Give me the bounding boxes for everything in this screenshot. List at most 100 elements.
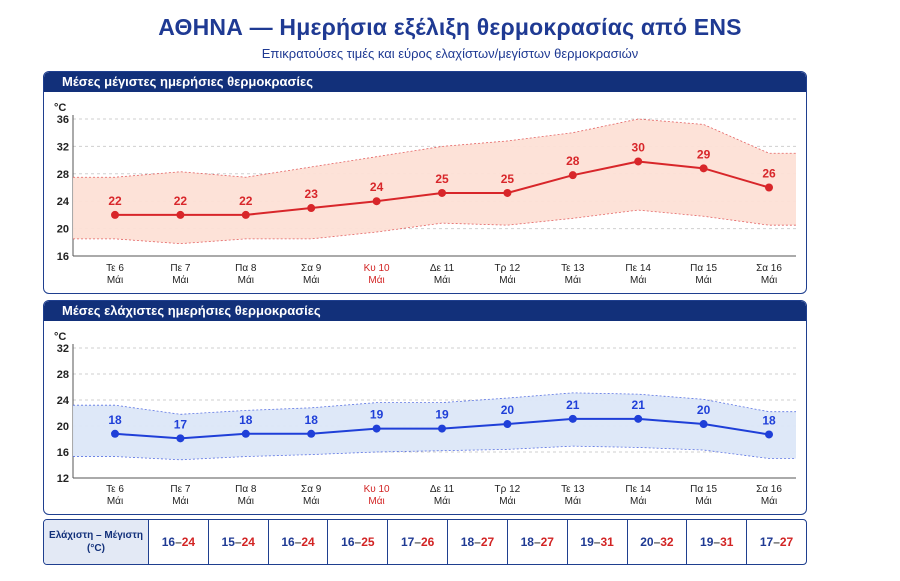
range-separator: – [474,535,481,549]
min-data-point [634,414,643,423]
min-data-point [438,424,446,433]
max-data-point [634,157,643,166]
max-x-month-label: Μάι [695,274,711,286]
min-data-point [765,430,773,439]
range-separator: – [414,535,421,549]
max-x-month-label: Μάι [499,274,515,286]
min-data-label: 18 [239,413,253,427]
min-data-point [699,420,708,429]
max-y-tick-label: 20 [57,224,69,236]
range-cell: 19 – 31 [568,520,628,564]
max-data-point [438,188,446,197]
range-max-value: 27 [480,535,495,549]
range-min-value: 16 [161,535,176,549]
max-x-day-label: Πα 8 [235,263,257,274]
range-separator: – [533,535,541,549]
page-subtitle: Επικρατούσες τιμές και εύρος ελαχίστων/μ… [261,46,639,61]
min-data-label: 18 [108,413,122,427]
min-x-month-label: Μάι [172,495,188,507]
max-data-label: 25 [435,172,449,186]
range-max-value: 31 [720,535,734,549]
range-min-value: 16 [341,535,355,549]
min-x-day-label: Τε 6 [106,484,124,495]
min-data-label: 20 [697,403,711,417]
min-data-label: 19 [435,408,449,422]
range-max-value: 24 [241,535,255,549]
range-min-value: 17 [400,535,415,549]
min-x-month-label: Μάι [761,495,777,507]
max-y-tick-label: 28 [57,169,69,181]
range-max-value: 24 [301,535,315,549]
range-separator: – [653,535,661,549]
max-data-point [699,164,708,173]
min-x-day-label: Πε 14 [625,484,651,495]
min-data-label: 21 [632,398,646,412]
range-min-value: 19 [700,535,714,549]
max-data-point [765,183,773,192]
min-data-point [111,429,119,438]
min-y-tick-label: 28 [57,369,69,381]
min-data-label: 19 [370,408,384,422]
range-separator: – [175,535,182,549]
min-data-point [568,414,577,423]
min-x-month-label: Μάι [238,495,254,507]
max-y-tick-label: 36 [57,114,69,126]
max-x-month-label: Μάι [107,274,123,286]
min-x-month-label: Μάι [434,495,450,507]
min-data-point [241,429,250,438]
range-min-value: 15 [221,535,235,549]
max-data-point [111,210,119,219]
range-table-header: Ελάχιστη – Μέγιστη (°C) [44,520,149,564]
min-range-band [73,392,796,460]
min-x-day-label: Σα 9 [301,484,322,495]
min-temp-panel-title: Μέσες ελάχιστες ημερήσιες θερμοκρασίες [44,301,806,321]
range-min-value: 18 [460,535,475,549]
max-x-day-label: Τε 6 [106,263,124,274]
range-table: Ελάχιστη – Μέγιστη (°C) 16 – 24 15 – 24 16… [43,519,807,565]
max-x-day-label: Κυ 10 [364,263,390,274]
min-x-month-label: Μάι [565,495,581,507]
min-data-point [176,434,185,443]
range-separator: – [713,535,721,549]
range-max-value: 27 [779,535,794,549]
range-max-value: 24 [181,535,196,549]
range-min-value: 16 [281,535,295,549]
range-cell: 16 – 24 [149,520,209,564]
max-x-month-label: Μάι [238,274,254,286]
range-separator: – [773,535,780,549]
range-cell: 20 – 32 [628,520,688,564]
max-x-day-label: Τε 13 [561,263,585,274]
range-min-value: 18 [520,535,534,549]
min-data-label: 21 [566,398,580,412]
range-separator: – [234,535,242,549]
range-cell: 18 – 27 [508,520,568,564]
max-x-month-label: Μάι [565,274,581,286]
min-x-month-label: Μάι [368,495,384,507]
min-x-month-label: Μάι [630,495,646,507]
range-cell: 16 – 24 [269,520,329,564]
range-separator: – [593,535,601,549]
max-temp-panel: Μέσες μέγιστες ημερήσιες θερμοκρασίες °C… [43,71,807,294]
max-y-tick-label: 32 [57,141,69,153]
min-y-tick-label: 32 [57,343,69,355]
max-temp-panel-title: Μέσες μέγιστες ημερήσιες θερμοκρασίες [44,72,806,92]
page-title: ΑΘΗΝΑ — Ημερήσια εξέλιξη θερμοκρασίας απ… [158,14,742,40]
min-data-label: 17 [174,417,188,431]
min-band-upper-line [73,392,796,415]
range-cell: 15 – 24 [209,520,269,564]
range-max-value: 31 [600,535,614,549]
max-x-month-label: Μάι [303,274,319,286]
min-x-day-label: Πε 7 [170,484,190,495]
range-max-value: 25 [361,535,375,549]
min-temp-panel: Μέσες ελάχιστες ημερήσιες θερμοκρασίες °… [43,300,807,515]
range-max-value: 26 [421,535,435,549]
max-data-point [372,197,381,206]
range-cell: 17 – 27 [747,520,806,564]
min-data-label: 18 [762,413,776,427]
min-x-day-label: Πα 15 [690,484,717,495]
max-x-month-label: Μάι [434,274,450,286]
max-x-month-label: Μάι [172,274,188,286]
range-separator: – [294,535,302,549]
min-y-tick-label: 20 [57,421,69,433]
max-x-day-label: Σα 16 [756,263,782,274]
